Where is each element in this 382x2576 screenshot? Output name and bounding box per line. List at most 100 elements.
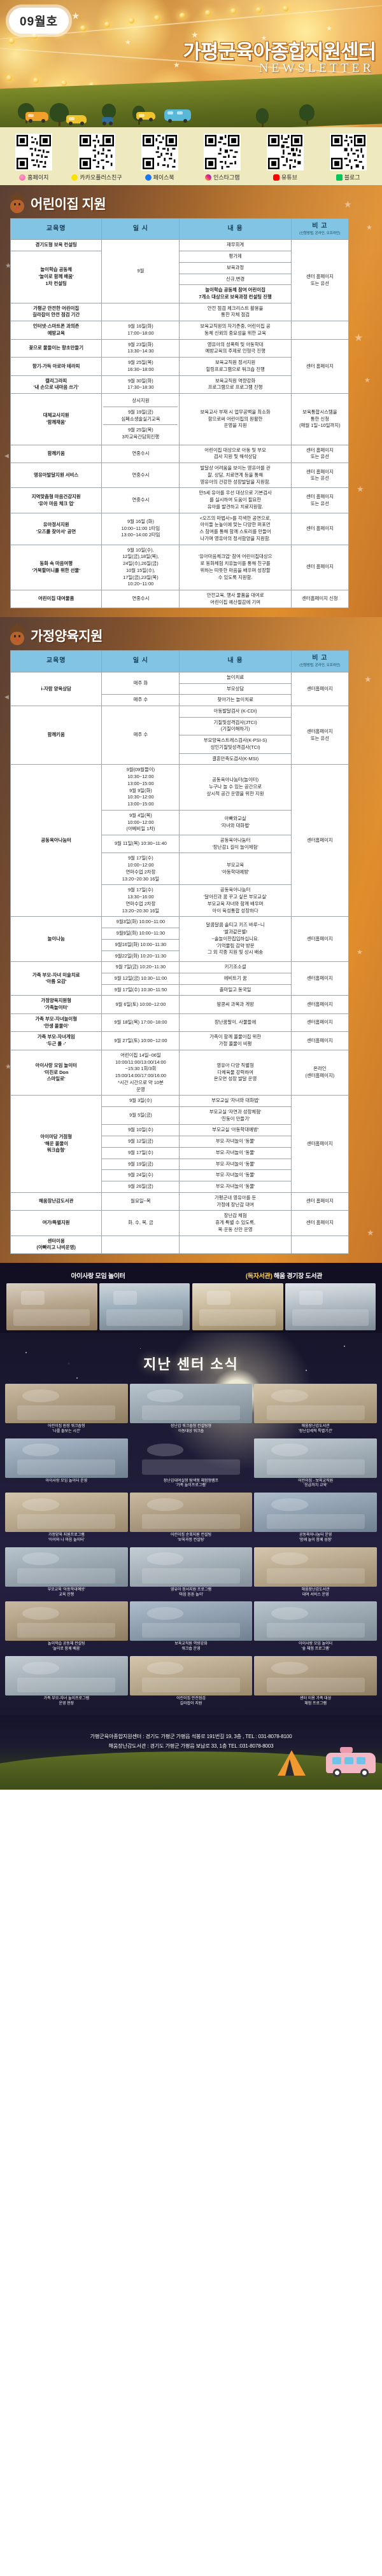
qr-link-item[interactable]: 페이스북	[129, 134, 190, 181]
cell-date: 상시지원	[103, 396, 178, 407]
cell-date	[101, 302, 180, 322]
hero-glow	[96, 0, 172, 64]
qr-link-item[interactable]: 카카오플러스친구	[66, 134, 127, 181]
parenting-table-wrap: 교육명 일 시 내 용 비 고 (신청방법, 온라인, 오프라인) i-자람 양육…	[10, 650, 350, 1255]
th-name: 교육명	[10, 650, 103, 672]
cell-content: 부모·자녀놀이 '동물'	[179, 1169, 292, 1182]
table-row: 센터이용 (아빠리고 나비운영)	[10, 1235, 350, 1255]
news-photo-item: 장난감대여실형 탐색형 체험형램프 '가족 놀이프로그램'	[130, 1438, 253, 1491]
news-photo-item: 가족 부모-자녀 놀이프로그램 운영 현장	[5, 1656, 128, 1709]
cell-name: 놀이학습 공동체 '놀이로 함께 배움' 1차 컨설팅	[10, 251, 103, 303]
car-icon	[136, 112, 155, 122]
photo-pair	[6, 1283, 190, 1331]
qr-link-item[interactable]: 블로그	[318, 134, 379, 181]
cell-content: 만5세 유아를 우선 대상으로 기본검사 를 실시하여 도움이 필요한 유아를 …	[179, 487, 292, 513]
cell-name: 꽃으로 물들이는 향초만들기	[10, 338, 103, 358]
news-photo	[129, 1601, 253, 1641]
cell-content: 보육과정	[179, 261, 292, 274]
news-caption: 부모교육 '아동학대예방' 교육 진행	[47, 1587, 85, 1597]
childcare-support-table: 교육명 일 시 내 용 비 고 (신청방법, 온라인, 오프라인) 경기도형 보육…	[10, 218, 350, 609]
cell-name: 센터이용 (아빠리고 나비운영)	[10, 1235, 103, 1255]
cell-content: '유아마음체크업' 참여 어린이집대상으 로 동화체험 치유놀이를 통해 친구를…	[179, 544, 292, 590]
qr-link-item[interactable]: 인스타그램	[192, 134, 253, 181]
qr-link-item[interactable]: 홈페이지	[3, 134, 64, 181]
cell-name: 영유아발달지원 서비스	[10, 463, 103, 489]
news-caption: 놀이학습 공동체 컨설팅 '놀이로 함께 배움'	[48, 1642, 85, 1652]
cell-date: 9월 30일(화) 17:30~18:30	[101, 375, 180, 394]
section-childcare-support: ★ ★ ★ ★ ★ ◄ ★ 어린이집 지원 교육명 일 시 내 용 비 고	[0, 185, 382, 617]
cell-date: 어린이집 14일~06일 10:00/11:00/13:00/14:00 ~15…	[101, 1049, 180, 1096]
cell-content: 출마일고 동국일	[179, 984, 292, 996]
qr-code-instagram[interactable]	[204, 134, 241, 171]
cell-date: 9월 3일(수)	[101, 1095, 180, 1108]
cell-date	[101, 1235, 180, 1255]
news-photo	[129, 1493, 253, 1533]
cell-content: 찾아가는 놀이치료	[179, 694, 292, 706]
page-subtitle: NEWSLETTER	[258, 61, 374, 75]
cell-date: 매주 수	[101, 705, 180, 765]
cell-date: 9월 16일(화) 17:00~18:00	[101, 321, 180, 340]
cell-name: 경기도형 보육 컨설팅	[10, 239, 103, 252]
news-photo	[5, 1384, 128, 1424]
cell-note: 센터홈페이지	[290, 916, 350, 963]
cell-name: 캘리그라피 '내 손으로 내마음 쓰기'	[10, 375, 103, 394]
cell-date: 9월 17일(수) 13:30~16:00 연마수업 2차장 13:20~20:…	[101, 884, 180, 917]
cell-note: 센터 홈페이지 또는 유선	[290, 463, 350, 489]
qr-code-youtube[interactable]	[266, 134, 304, 171]
news-caption: 어린이집 - 보육교직원 '응급처치 교육'	[298, 1479, 334, 1488]
news-photo-item: 어린이집 - 보육교직원 '응급처치 교육'	[254, 1438, 377, 1491]
qr-code-homepage[interactable]	[15, 134, 53, 171]
news-photo-item: 공동육아나눔터 운영 '함께 놀이 함께 성장'	[254, 1493, 377, 1545]
cell-note: 센터 홈페이지 또는 유선	[290, 444, 350, 464]
cell-name: 지역맞춤형 마음건강지원 '유아 마음 체크 업'	[10, 487, 103, 513]
table-row: 9월 12일(금) 부모·자녀놀이 '동물'	[11, 1136, 349, 1148]
cell-name: 아이사랑 모임 놀이터 '미친로 Don 스마일로'	[10, 1049, 103, 1096]
table-row: 9월 24일(수) 부모·자녀놀이 '동물'	[11, 1169, 349, 1182]
cell-content: 공동육아나눔터(놀이터) 누구나 놀 수 있는 공간으로 상시적 공간 운영을 …	[179, 764, 292, 811]
qr-code-blog[interactable]	[329, 134, 367, 171]
cell-date: 연중수시	[101, 463, 180, 489]
cell-date: 9월(09월들이) 10:30~12:00 13:00~15:00 9월 9일(…	[101, 764, 180, 811]
th-note: 비 고 (신청방법, 온라인, 오프라인)	[290, 218, 350, 240]
cell-content: 부모양육스트레스검사(K-PSI-S) 성인기질및성격검사(TCI)	[179, 735, 292, 754]
cell-content: 부모·자녀놀이 '동물'	[179, 1181, 292, 1193]
center-news-photo-grid: 어린이집 원장 워크숍형 '나를 돌보는 시간' 장난감 워크숍형 컨설팅형 아…	[0, 1381, 382, 1715]
cell-date: 9월 25일(목) 3차교육간담회진행	[122, 427, 160, 440]
cell-content: <오즈의 마법사>를 각색한 공연으로, 아이들 눈높이에 맞는 다양한 퍼포먼…	[179, 512, 292, 545]
table-row: 캘리그라피 '내 손으로 내마음 쓰기' 9월 30일(화) 17:30~18:…	[10, 375, 349, 394]
news-photo	[129, 1656, 253, 1695]
news-photo-item: 해움장난감도서관 '장난감세척 특별기간'	[254, 1384, 377, 1437]
cell-name: 공동육아나눔터	[10, 764, 103, 917]
table-row: 아이사랑 모임 놀이터 '미친로 Don 스마일로' 어린이집 14일~06일 …	[10, 1049, 350, 1096]
section-header: 어린이집 지원	[0, 191, 382, 218]
cell-content: 부모교육 '아동학대예방'	[179, 853, 292, 886]
cell-content: 부모·자녀놀이 '동물'	[179, 1136, 292, 1148]
news-photo-item: 장난감 워크숍형 컨설팅형 아동대상 워크숍	[129, 1384, 253, 1437]
qr-label: 페이스북	[145, 173, 174, 181]
cell-date: 9월3일(화) 10:00~11:00	[101, 916, 180, 929]
banner-ichild-playroom: 아이사랑 모임 놀이터	[6, 1268, 190, 1331]
cell-name: 동화 속 마음여행 '거북할머니를 위한 선물'	[10, 544, 103, 590]
news-caption: 공동육아나눔터 운영 '함께 놀이 함께 성장'	[299, 1533, 332, 1543]
cell-content: 달콤달콤 솔티고 키즈 바루~니 '쌀과같은별! ~솔놀이한집입하십니요. '기…	[179, 916, 292, 963]
cell-date: 9월 26일(금)	[101, 1181, 180, 1193]
cell-date: 9월 17일(수)	[101, 1146, 180, 1159]
cell-content: 영유아의 성폭력 및 아동학대 예방교육의 주제로 인형극 진행	[179, 338, 292, 358]
table-row: 기질및성격검사(JTCI) (기질이해하기)	[11, 716, 349, 736]
section-center-news: 지난 센터 소식 어린이집 원장 워크숍형 '나를 돌보는 시간' 장난감 워크…	[0, 1333, 382, 1715]
news-photo	[5, 1547, 128, 1587]
cell-content: 발달상 어려움을 보이는 영유아를 관 찰, 상담, 치료연계 등을 통해 영유…	[179, 463, 292, 489]
qr-code-facebook[interactable]	[141, 134, 178, 171]
cell-content: 땅콩씨 과목과 게방	[179, 995, 292, 1014]
news-photo	[254, 1656, 377, 1695]
qr-link-item[interactable]: 유튜브	[255, 134, 316, 181]
cell-content: 안전교육, 행사 물품을 대여로 어린이집 예산절감에 기여	[179, 589, 292, 609]
footer-library-address: 해움장난감도서관 : 경기도 가평군 가평읍 보납로 33, 1층 TEL :0…	[108, 1743, 274, 1750]
cell-date: 9월 11일(목) 10:30~11:40	[101, 834, 180, 854]
qr-code-kakao[interactable]	[78, 134, 115, 171]
home-icon	[19, 174, 26, 181]
cell-name: 인터넷·스마트폰 과의존 예방교육	[10, 321, 103, 340]
cell-date: 9월 17일(수) 10:30~11:50	[101, 984, 180, 996]
section-header: 가정양육지원	[0, 623, 382, 650]
table-row: 놀이나눔 9월3일(화) 10:00~11:00 달콤달콤 솔티고 키즈 바루~…	[10, 916, 350, 963]
